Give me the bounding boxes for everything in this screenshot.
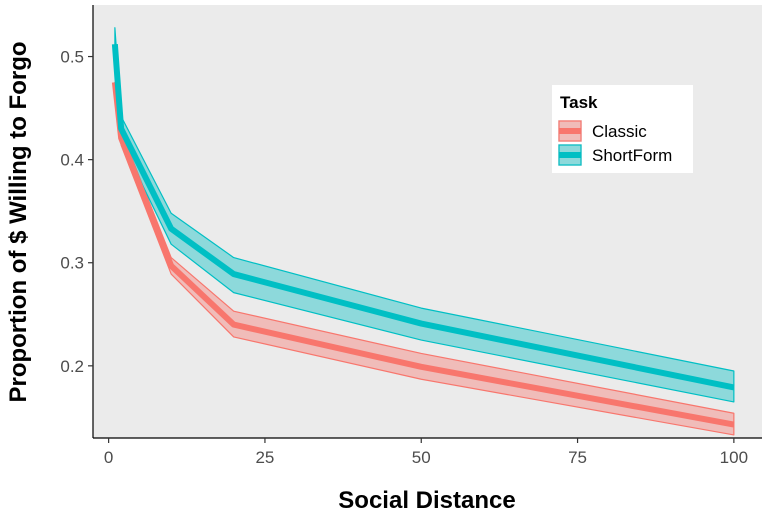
y-tick-label: 0.5 xyxy=(60,48,84,67)
series-lines xyxy=(111,43,735,428)
y-tick-label: 0.3 xyxy=(60,254,84,273)
x-tick-label: 0 xyxy=(104,448,113,467)
legend-title: Task xyxy=(560,93,598,112)
x-axis-ticks: 0 25 50 75 100 xyxy=(104,438,748,467)
y-tick-label: 0.2 xyxy=(60,357,84,376)
legend-label-classic: Classic xyxy=(592,122,647,141)
y-tick-label: 0.4 xyxy=(60,151,84,170)
legend-label-shortform: ShortForm xyxy=(592,146,672,165)
x-tick-label: 100 xyxy=(720,448,748,467)
y-axis-ticks: 0.2 0.3 0.4 0.5 xyxy=(60,48,93,376)
x-tick-label: 75 xyxy=(568,448,587,467)
x-axis-title: Social Distance xyxy=(338,487,515,514)
legend-items: Classic ShortForm xyxy=(558,120,672,166)
line-shortform xyxy=(111,43,735,391)
y-axis-title: Proportion of $ Willing to Forgo xyxy=(5,41,32,402)
x-tick-label: 50 xyxy=(412,448,431,467)
x-tick-label: 25 xyxy=(255,448,274,467)
legend: Task Classic ShortForm xyxy=(552,85,693,173)
